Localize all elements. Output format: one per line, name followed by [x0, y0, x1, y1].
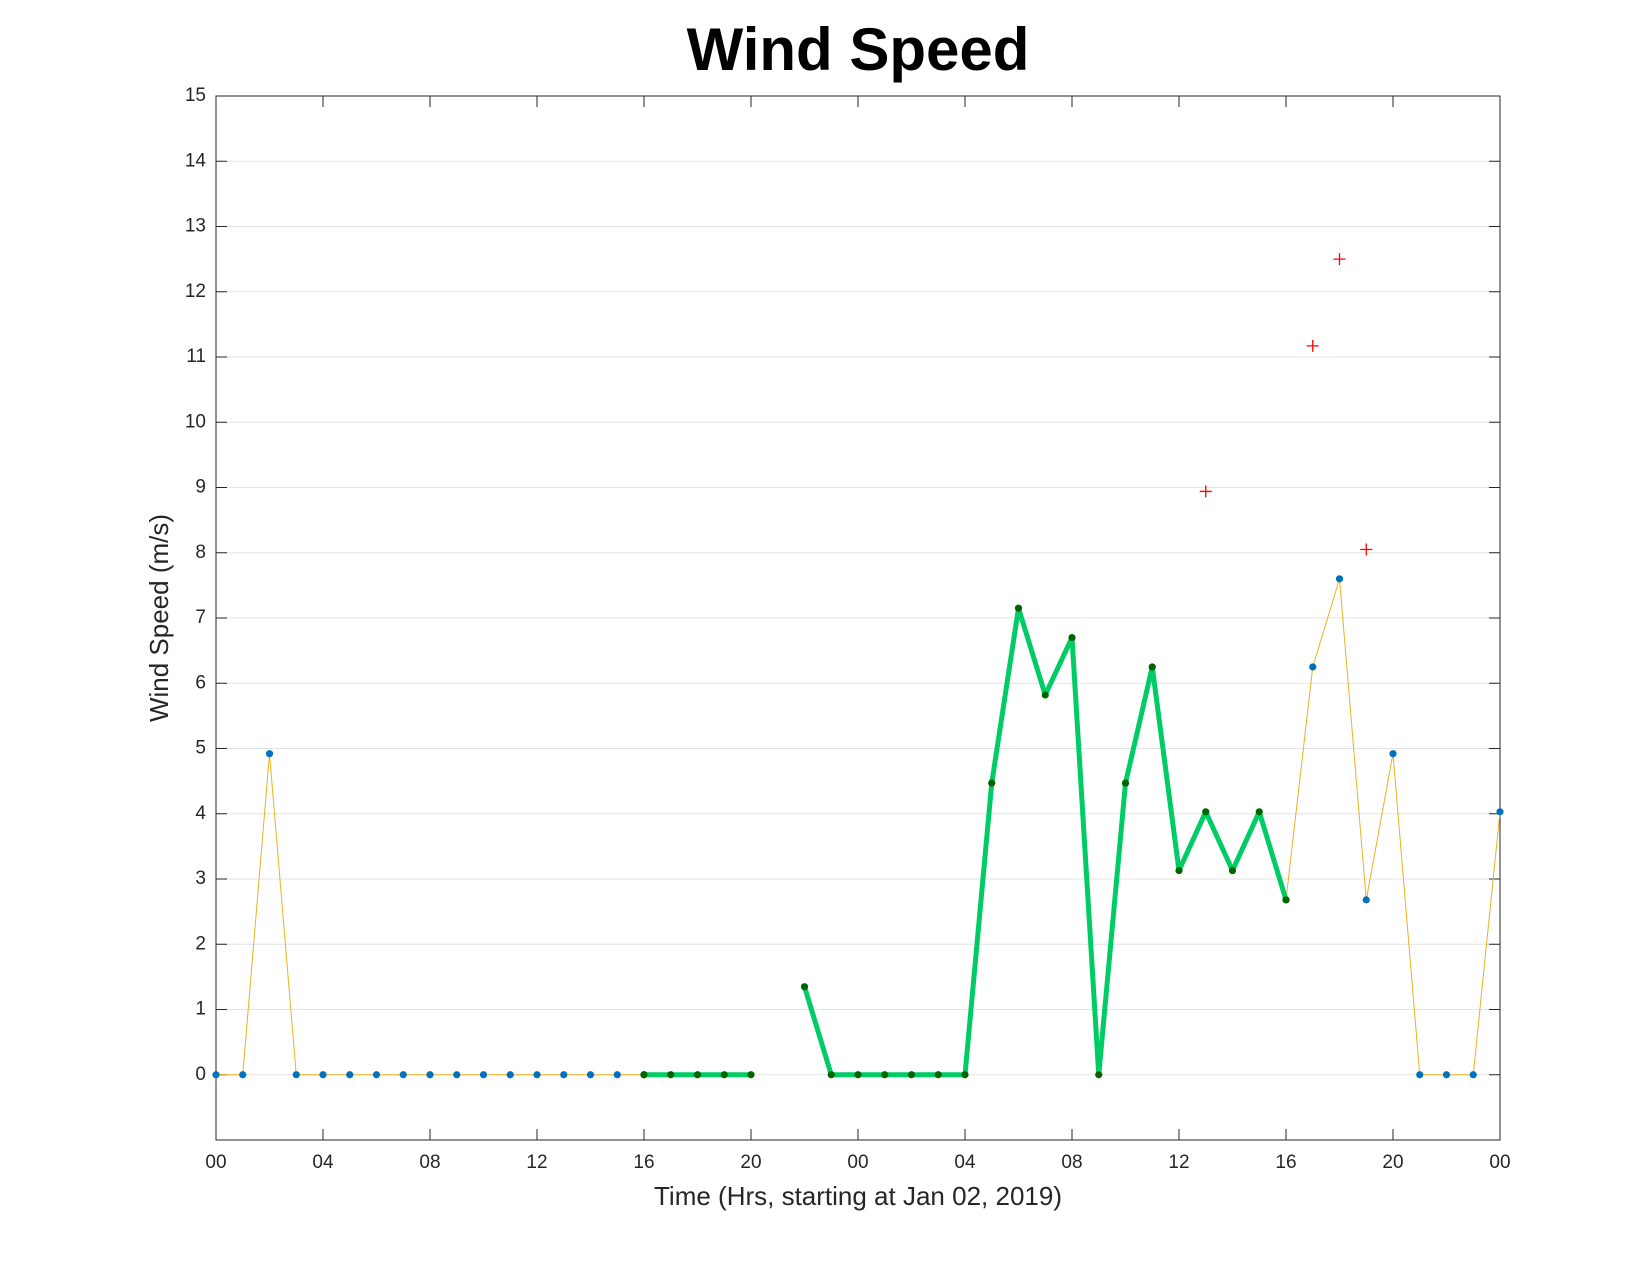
data-point — [506, 1071, 514, 1079]
y-tick-label: 10 — [185, 411, 206, 432]
data-point — [747, 1071, 755, 1079]
data-point — [1202, 808, 1210, 816]
data-point — [1389, 750, 1397, 758]
data-point — [1255, 808, 1263, 816]
data-point — [1309, 663, 1317, 671]
x-tick-label: 12 — [526, 1152, 547, 1173]
data-point — [399, 1071, 407, 1079]
data-point — [1416, 1071, 1424, 1079]
data-point — [1175, 866, 1183, 875]
data-point — [613, 1071, 621, 1079]
data-point — [640, 1071, 648, 1079]
data-point — [854, 1071, 862, 1079]
x-tick-label: 08 — [1061, 1152, 1082, 1173]
data-point — [907, 1071, 916, 1079]
data-point — [212, 1071, 220, 1079]
data-point — [1362, 896, 1370, 904]
data-point — [319, 1071, 327, 1079]
data-point — [453, 1071, 461, 1079]
y-tick-label: 2 — [195, 933, 206, 954]
data-point — [426, 1071, 434, 1079]
data-point — [1442, 1071, 1451, 1079]
x-tick-label: 16 — [633, 1152, 654, 1173]
data-point — [265, 750, 274, 758]
y-tick-label: 1 — [195, 999, 206, 1020]
x-tick-label: 20 — [1382, 1152, 1403, 1173]
y-tick-label: 13 — [185, 216, 206, 237]
y-tick-label: 9 — [195, 477, 206, 498]
data-point — [693, 1071, 702, 1079]
data-point — [988, 779, 996, 787]
data-point — [667, 1071, 675, 1079]
chart-title: Wind Speed — [687, 16, 1030, 83]
y-tick-label: 11 — [186, 346, 206, 367]
data-point — [961, 1071, 969, 1079]
data-point — [1068, 633, 1076, 642]
y-tick-label: 3 — [195, 868, 206, 889]
data-point — [239, 1071, 247, 1079]
x-axis-label: Time (Hrs, starting at Jan 02, 2019) — [654, 1181, 1062, 1211]
series-line — [644, 605, 1289, 1078]
data-point — [1360, 543, 1373, 556]
x-tick-label: 04 — [312, 1152, 334, 1173]
data-point — [1282, 896, 1290, 904]
y-tick-label: 15 — [185, 85, 206, 106]
data-point — [479, 1071, 488, 1079]
y-tick-label: 7 — [195, 607, 206, 628]
data-point — [1041, 691, 1049, 699]
x-tick-label: 00 — [205, 1152, 226, 1173]
y-axis-label: Wind Speed (m/s) — [144, 514, 174, 722]
x-tick-label: 00 — [847, 1152, 868, 1173]
plot-frame — [215, 95, 1501, 1141]
data-point — [1306, 339, 1319, 352]
data-point — [372, 1071, 381, 1079]
y-tick-label: 4 — [195, 803, 206, 824]
x-tick-label: 04 — [954, 1152, 976, 1173]
data-point — [800, 983, 809, 991]
data-point — [934, 1071, 942, 1079]
data-point — [533, 1071, 541, 1079]
data-point — [1496, 808, 1504, 816]
y-tick-label: 14 — [185, 150, 207, 171]
data-point — [1199, 485, 1212, 498]
x-tick-label: 08 — [419, 1152, 440, 1173]
data-point — [1469, 1071, 1477, 1079]
x-tick-label: 20 — [740, 1152, 761, 1173]
data-point — [1095, 1071, 1103, 1079]
y-tick-label: 6 — [195, 672, 206, 693]
data-point — [1333, 253, 1346, 266]
data-point — [560, 1071, 568, 1079]
x-tick-label: 00 — [1489, 1152, 1510, 1173]
x-tick-label: 16 — [1275, 1152, 1296, 1173]
x-tick-label: 12 — [1168, 1152, 1189, 1173]
series-line — [216, 578, 1501, 1076]
y-tick-label: 12 — [185, 281, 206, 302]
data-point — [720, 1071, 728, 1079]
data-point — [586, 1071, 595, 1079]
data-point — [1148, 663, 1156, 671]
data-point — [827, 1071, 835, 1079]
data-point — [881, 1071, 889, 1079]
y-tick-label: 5 — [195, 738, 206, 759]
data-point — [1121, 779, 1130, 787]
data-point — [1335, 575, 1344, 583]
data-point — [1014, 604, 1023, 612]
data-point — [292, 1071, 300, 1079]
y-tick-label: 8 — [195, 542, 206, 563]
data-point — [346, 1071, 354, 1079]
data-point — [1228, 866, 1237, 875]
y-tick-label: 0 — [195, 1064, 206, 1085]
